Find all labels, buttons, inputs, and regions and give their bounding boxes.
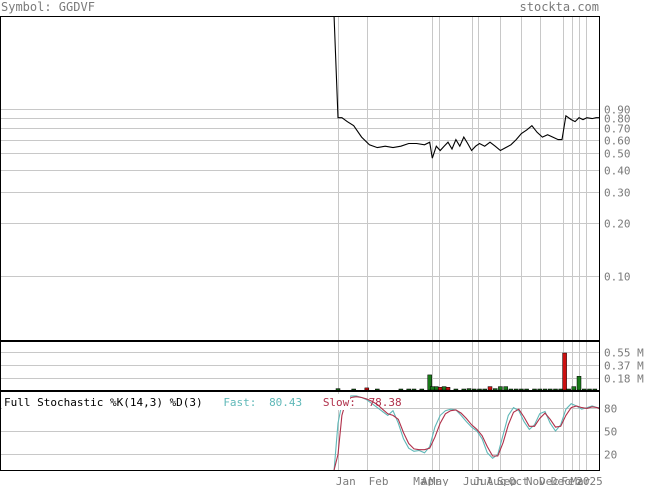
price-grid xyxy=(1,17,600,340)
price-tick-label: 0.40 xyxy=(604,165,631,178)
date-tick-label: Mar xyxy=(570,475,590,486)
volume-bar xyxy=(453,388,459,391)
date-tick-label: May xyxy=(429,475,449,486)
stochastic-tick-label: 20 xyxy=(604,449,617,462)
slow-value: 78.38 xyxy=(369,396,402,409)
volume-bar xyxy=(562,352,567,391)
stochastic-grid xyxy=(1,392,600,470)
volume-tick-label: 0.18 M xyxy=(604,373,644,386)
volume-bar xyxy=(419,388,425,391)
price-tick-label: 0.60 xyxy=(604,135,631,148)
stochastic-legend: Full Stochastic %K(14,3) %D(3) Fast: 80.… xyxy=(4,396,402,409)
volume-tick-label: 0.37 M xyxy=(604,360,644,373)
volume-bar xyxy=(434,386,439,391)
stochastic-panel-frame xyxy=(0,391,600,471)
slow-label: Slow: xyxy=(323,396,356,409)
stochastic-title: Full Stochastic %K(14,3) %D(3) xyxy=(4,396,203,409)
fast-label: Fast: xyxy=(223,396,256,409)
volume-panel-frame xyxy=(0,341,600,391)
date-tick-label: Sep xyxy=(497,475,517,486)
volume-bar xyxy=(542,388,548,391)
volume-bar xyxy=(406,388,411,391)
volume-bar xyxy=(513,388,519,391)
price-tick-label: 0.50 xyxy=(604,148,631,161)
volume-series xyxy=(335,352,598,391)
volume-bar xyxy=(576,376,582,391)
date-tick-label: 2025 xyxy=(576,475,603,486)
volume-bar xyxy=(503,386,508,391)
volume-bar xyxy=(445,387,451,391)
volume-bar xyxy=(437,387,443,391)
site-name: stockta.com xyxy=(520,0,599,14)
date-tick-label: Jul xyxy=(473,475,493,486)
volume-bar xyxy=(398,388,404,391)
volume-bar xyxy=(582,388,587,391)
date-tick-label: Aug xyxy=(487,475,507,486)
volume-bar xyxy=(430,386,435,391)
fast-line xyxy=(333,395,600,470)
volume-tick-label: 0.55 M xyxy=(604,347,644,360)
volume-bar xyxy=(466,388,472,391)
volume-bar xyxy=(592,388,598,391)
price-series xyxy=(333,17,600,159)
volume-bar xyxy=(492,388,498,391)
volume-grid xyxy=(1,342,600,390)
stochastic-tick-label: 80 xyxy=(604,403,617,416)
price-line xyxy=(333,17,600,159)
volume-bar xyxy=(566,388,571,391)
volume-bar xyxy=(482,388,487,391)
symbol-label: Symbol: GGDVF xyxy=(1,0,95,14)
stochastic-tick-label: 50 xyxy=(604,426,617,439)
volume-bar xyxy=(335,388,341,391)
price-tick-label: 0.90 xyxy=(604,104,631,117)
volume-bar xyxy=(558,388,563,391)
volume-bar xyxy=(498,386,503,391)
volume-bar xyxy=(571,386,577,391)
date-tick-label: Feb xyxy=(369,475,389,486)
date-tick-label: Jun xyxy=(463,475,483,486)
volume-axis: 0.55 M0.37 M0.18 M xyxy=(604,347,644,386)
date-tick-label: Jan xyxy=(336,475,356,486)
date-tick-label: Dec xyxy=(539,475,559,486)
price-axis: 0.900.800.700.600.50 0.40 0.30 0.20 0.10 xyxy=(604,104,631,284)
volume-bar xyxy=(547,388,553,391)
volume-bar xyxy=(471,388,477,391)
date-tick-label: Nov xyxy=(526,475,546,486)
volume-bar xyxy=(375,388,380,391)
date-tick-label: Apr xyxy=(421,475,441,486)
volume-bar xyxy=(364,387,370,391)
price-tick-label: 0.20 xyxy=(604,218,631,231)
stochastic-series xyxy=(333,395,600,470)
date-tick-label: Mar xyxy=(413,475,433,486)
date-tick-label: Oct xyxy=(509,475,529,486)
volume-bar xyxy=(351,388,356,391)
date-tick-label: Feb xyxy=(561,475,581,486)
stochastic-axis: 80 50 20 xyxy=(604,403,617,462)
stochastic-legend-bg xyxy=(2,394,350,410)
volume-bar xyxy=(508,388,514,391)
slow-line xyxy=(333,396,600,470)
volume-bar xyxy=(524,388,529,391)
volume-bar xyxy=(411,388,417,391)
price-tick-label: 0.80 xyxy=(604,113,631,126)
volume-bar xyxy=(477,388,482,391)
volume-bar xyxy=(441,386,447,391)
volume-bar xyxy=(519,388,524,391)
price-tick-label: 0.70 xyxy=(604,123,631,136)
price-tick-label: 0.10 xyxy=(604,271,631,284)
volume-bar xyxy=(487,386,493,391)
date-tick-label: Dec xyxy=(551,475,571,486)
volume-bar xyxy=(587,388,592,391)
volume-bar xyxy=(537,388,542,391)
volume-bar xyxy=(532,388,537,391)
volume-bar xyxy=(461,388,467,391)
price-tick-label: 0.30 xyxy=(604,187,631,200)
fast-value: 80.43 xyxy=(269,396,302,409)
price-panel-frame xyxy=(0,16,600,341)
volume-bar xyxy=(553,388,558,391)
